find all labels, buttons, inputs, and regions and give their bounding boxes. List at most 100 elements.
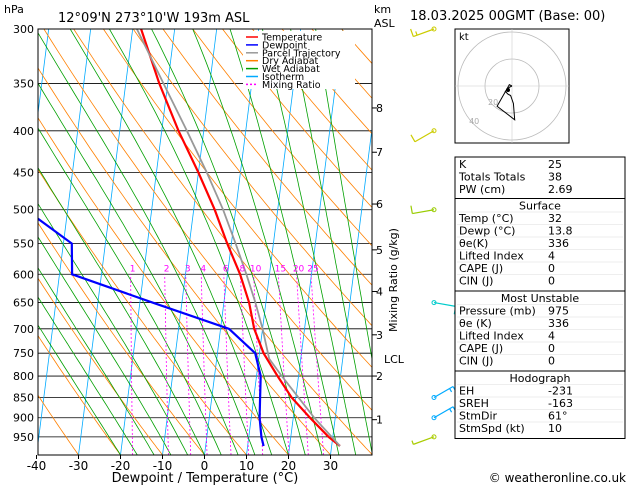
index-label: Dewp (°C) (459, 225, 515, 238)
hodograph-ring-label: 20 (488, 98, 498, 107)
barb-station (431, 434, 437, 440)
altitude-tick-label: 4 (376, 286, 383, 299)
mixing-ratio-line (130, 274, 133, 455)
index-value: -231 (548, 385, 573, 398)
wind-barb (431, 406, 458, 421)
mixing-ratio-label: 3 (185, 264, 191, 274)
dry-adiabat-line (38, 394, 79, 455)
altitude-axis: 8 7 6 5 4 3 2 1 LCL (372, 102, 405, 427)
mixing-ratio-label: 15 (275, 264, 286, 274)
barb-feather (415, 31, 418, 36)
background-lines (38, 29, 372, 455)
storm-motion-marker (506, 88, 510, 92)
wind-barb (411, 434, 437, 445)
index-label: StmDir (459, 410, 498, 423)
index-label: θe (K) (459, 317, 492, 330)
wind-barb (410, 128, 437, 143)
index-label: K (459, 158, 467, 171)
wet-adiabat-line (151, 29, 306, 455)
index-label: EH (459, 385, 474, 398)
barb-station (431, 394, 437, 400)
isotherm-line (162, 29, 218, 455)
legend-label: Temperature (261, 33, 322, 44)
pressure-tick-label: 550 (13, 237, 34, 250)
altitude-tick-label: 7 (376, 146, 383, 159)
wet-adiabat-line (38, 236, 172, 455)
barb-shaft (412, 209, 435, 215)
mixing-ratio-line (278, 274, 290, 455)
index-value: 10 (548, 422, 562, 435)
index-label: Temp (°C) (458, 212, 514, 225)
most-unstable-title: Most Unstable (501, 292, 580, 305)
indices-top-box (454, 156, 626, 199)
dry-adiabat-line (38, 222, 205, 455)
index-value: 0 (548, 262, 555, 275)
altitude-tick-label: 6 (376, 198, 383, 211)
index-label: PW (cm) (459, 183, 505, 196)
isotherm-line (246, 29, 302, 455)
barb-feather (410, 205, 413, 214)
asl-label: ASL (374, 17, 396, 30)
hodograph-indices-box (454, 370, 626, 439)
mixing-ratio-line (296, 274, 309, 455)
temperature-tick-label: -10 (153, 459, 173, 473)
barb-station (431, 300, 437, 306)
legend-label: Parcel Trajectory (262, 48, 341, 59)
index-label: SREH (459, 397, 489, 410)
mixing-ratio-label: 6 (223, 264, 229, 274)
barb-feather (411, 440, 414, 445)
isotherm-line (330, 125, 372, 455)
mixing-ratio-line (310, 274, 325, 455)
isotherm-line (288, 29, 344, 455)
pressure-tick-label: 600 (13, 268, 34, 281)
dry-adiabat-line (38, 334, 121, 455)
wet-adiabat-line (315, 29, 372, 362)
pressure-tick-label: 450 (13, 166, 34, 179)
pressure-tick-label: 800 (13, 370, 34, 383)
wind-barbs (410, 26, 458, 445)
mixing-ratio-label: 10 (250, 264, 262, 274)
index-label: CAPE (J) (459, 342, 503, 355)
pressure-tick-label: 850 (13, 391, 34, 404)
temperature-tick-label: -30 (69, 459, 89, 473)
wet-adiabat-line (262, 29, 357, 455)
dry-adiabat-line (132, 29, 372, 327)
isotherm-line (38, 29, 92, 447)
temperature-tick-label: -40 (27, 459, 47, 473)
isotherm-line (78, 29, 134, 455)
barb-shaft (433, 406, 454, 419)
pressure-tick-label: 950 (13, 431, 34, 444)
dry-adiabat-line (251, 29, 372, 171)
index-label: Totals Totals (458, 171, 526, 184)
altitude-tick-label: 2 (376, 370, 383, 383)
index-value: 61° (548, 410, 568, 423)
wind-barb (431, 300, 457, 315)
mixing-ratio-line (223, 274, 232, 455)
dry-adiabat-line (222, 29, 372, 208)
legend-label: Dewpoint (262, 40, 307, 51)
index-label: CAPE (J) (459, 262, 503, 275)
index-label: CIN (J) (459, 275, 493, 288)
index-value: 2.69 (548, 183, 573, 196)
dry-adiabat-line (38, 277, 163, 455)
temperature-tick-label: 30 (323, 459, 338, 473)
copyright: © weatheronline.co.uk (489, 471, 626, 485)
mixing-ratio-line (240, 274, 249, 455)
temperature-tick-label: 0 (201, 459, 209, 473)
mixing-ratio-label: 20 (293, 264, 305, 274)
altitude-tick-label: 3 (376, 329, 383, 342)
wet-adiabat-line (38, 202, 189, 455)
hpa-label: hPa (4, 3, 24, 16)
index-label: Lifted Index (459, 250, 524, 263)
pressure-tick-label: 300 (13, 23, 34, 36)
pressure-tick-label: 700 (13, 323, 34, 336)
legend-label: Mixing Ratio (262, 80, 321, 91)
index-value: 336 (548, 237, 569, 250)
dry-adiabat-line (73, 29, 372, 411)
barb-shaft (413, 436, 435, 445)
wet-adiabat-line (229, 29, 340, 455)
barb-station (431, 26, 437, 32)
wet-adiabat-line (109, 29, 289, 455)
